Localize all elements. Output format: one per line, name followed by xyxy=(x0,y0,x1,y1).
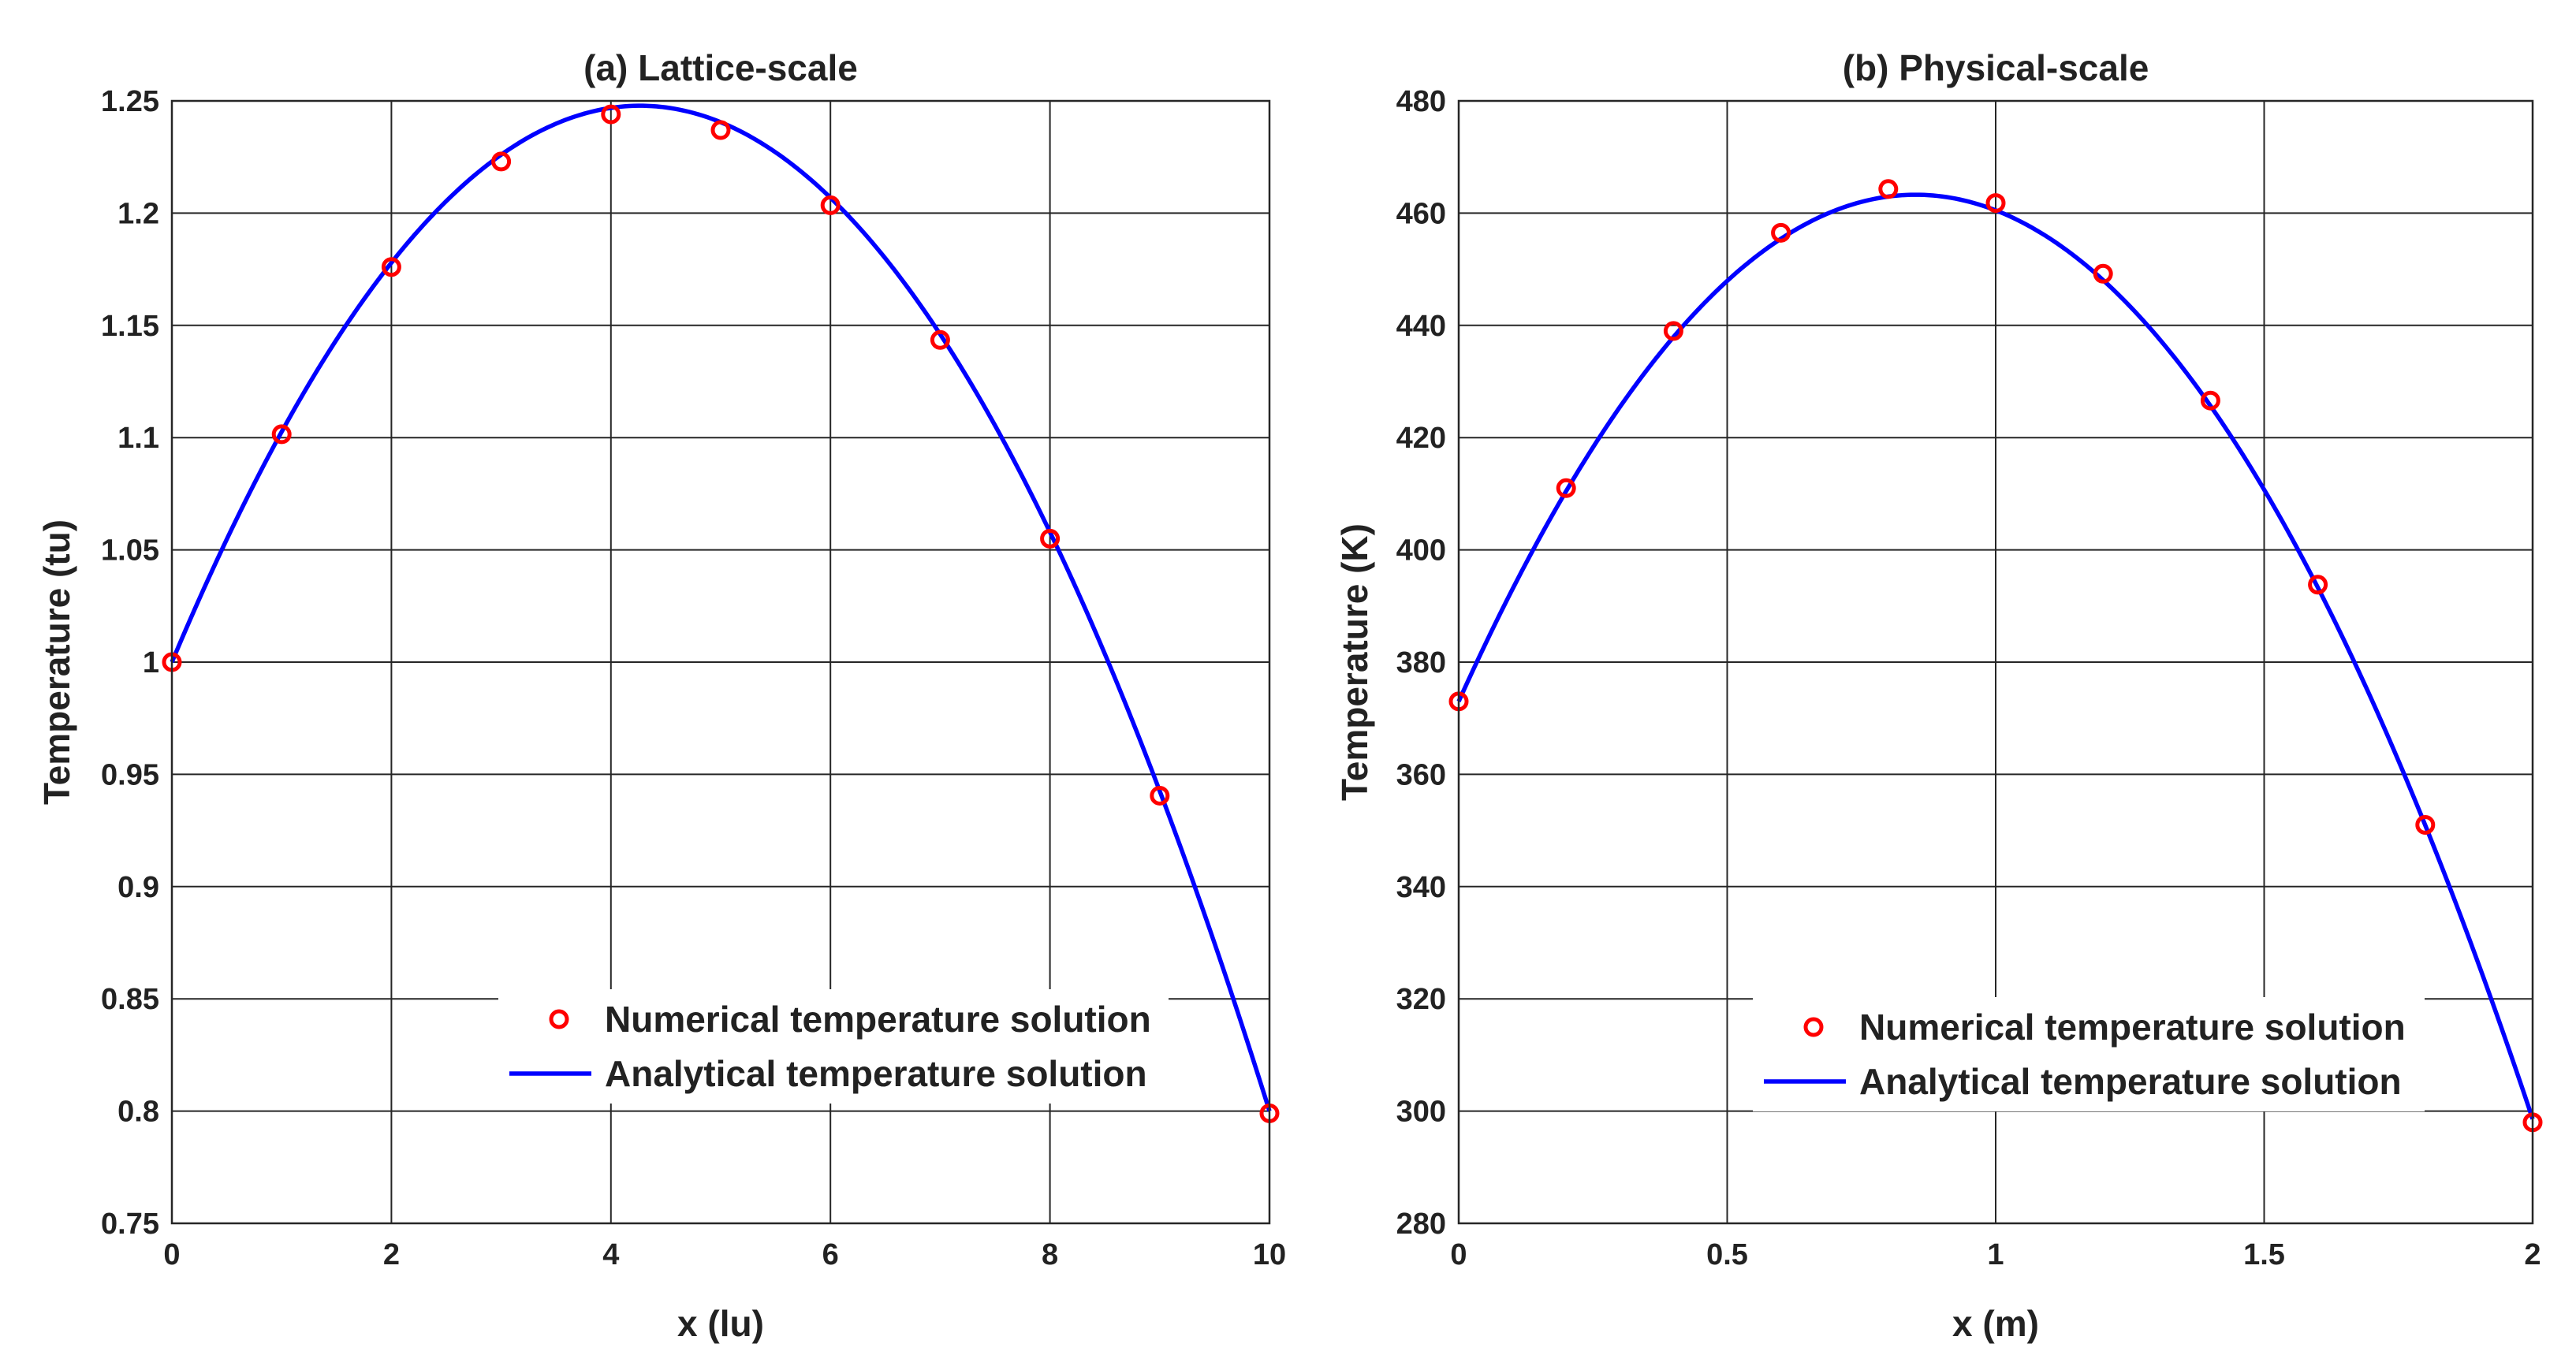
numerical-data-point xyxy=(491,151,512,172)
legend-label-numerical: Numerical temperature solution xyxy=(605,999,1151,1040)
legend-label-analytical: Analytical temperature solution xyxy=(605,1053,1147,1094)
x-axis-label: x (lu) xyxy=(677,1303,764,1344)
x-axis-label: x (m) xyxy=(1952,1303,2039,1344)
y-tick-label: 0.9 xyxy=(117,871,159,904)
x-tick-label: 2 xyxy=(383,1238,400,1271)
y-tick-label: 1 xyxy=(143,646,159,679)
numerical-data-point xyxy=(1663,321,1683,341)
numerical-data-point xyxy=(930,329,950,350)
y-tick-label: 1.05 xyxy=(101,534,159,568)
y-tick-label: 0.75 xyxy=(101,1208,159,1241)
y-tick-label: 1.1 xyxy=(117,422,159,455)
numerical-data-point xyxy=(1985,193,2006,214)
legend-label-numerical: Numerical temperature solution xyxy=(1859,1007,2406,1048)
numerical-data-point xyxy=(2200,390,2220,411)
y-tick-label: 1.2 xyxy=(117,197,159,230)
legend: Numerical temperature solution Analytical… xyxy=(1753,997,2425,1111)
numerical-data-point xyxy=(1771,222,1791,243)
legend-marker-numerical xyxy=(549,1009,569,1029)
y-tick-label: 0.85 xyxy=(101,983,159,1016)
chart-title: (b) Physical-scale xyxy=(1843,47,2149,88)
x-tick-label: 8 xyxy=(1042,1238,1058,1271)
x-tick-label: 6 xyxy=(822,1238,839,1271)
panel-physical-scale: 0 0.5 1 1.5 2 280 300 320 340 360 380 400 420 440 460 4… xyxy=(1334,47,2543,1344)
numerical-data-point xyxy=(820,195,841,215)
numerical-data-point xyxy=(2415,814,2436,835)
x-tick-label: 2 xyxy=(2524,1238,2541,1271)
y-axis-label: Temperature (K) xyxy=(1334,523,1375,801)
numerical-data-point xyxy=(1556,478,1576,498)
y-tick-label: 1.25 xyxy=(101,85,159,118)
y-axis-label: Temperature (tu) xyxy=(36,519,77,805)
y-tick-label: 460 xyxy=(1396,197,1446,230)
chart-title: (a) Lattice-scale xyxy=(583,47,858,88)
legend-box xyxy=(498,989,1169,1104)
y-tick-label: 320 xyxy=(1396,983,1446,1016)
y-tick-label: 1.15 xyxy=(101,310,159,343)
x-tick-label: 1.5 xyxy=(2243,1238,2285,1271)
y-tick-label: 380 xyxy=(1396,646,1446,679)
y-tick-label: 480 xyxy=(1396,85,1446,118)
x-tick-label: 0 xyxy=(163,1238,180,1271)
x-tick-label: 0.5 xyxy=(1706,1238,1748,1271)
numerical-data-point xyxy=(381,257,401,277)
x-tick-label: 4 xyxy=(602,1238,619,1271)
numerical-data-point xyxy=(1040,528,1061,549)
y-tick-label: 440 xyxy=(1396,310,1446,343)
numerical-data-point xyxy=(1150,785,1170,806)
x-tick-label: 1 xyxy=(1987,1238,2004,1271)
y-tick-label: 420 xyxy=(1396,422,1446,455)
y-tick-label: 400 xyxy=(1396,534,1446,568)
legend: Numerical temperature solution Analytical… xyxy=(498,989,1169,1104)
x-tick-label: 0 xyxy=(1450,1238,1467,1271)
legend-box xyxy=(1753,997,2425,1111)
legend-marker-numerical xyxy=(1803,1017,1824,1037)
numerical-data-point xyxy=(2308,575,2328,595)
x-tick-label: 10 xyxy=(1253,1238,1286,1271)
legend-label-analytical: Analytical temperature solution xyxy=(1859,1061,2402,1102)
panel-lattice-scale: 0 2 4 6 8 10 0.75 0.8 0.85 0.9 0.95 1 1.05 1.1 1.15 1.2… xyxy=(36,47,1286,1344)
y-tick-label: 280 xyxy=(1396,1208,1446,1241)
y-tick-label: 0.8 xyxy=(117,1096,159,1129)
numerical-data-point xyxy=(1878,179,1899,199)
y-tick-label: 0.95 xyxy=(101,758,159,791)
numerical-data-point xyxy=(2093,263,2113,284)
numerical-data-point xyxy=(710,120,731,140)
y-tick-label: 340 xyxy=(1396,871,1446,904)
numerical-data-point xyxy=(271,424,292,445)
axes-frame xyxy=(1457,99,2534,1225)
axes-frame xyxy=(170,99,1271,1225)
numerical-data-point xyxy=(601,104,621,125)
y-tick-label: 360 xyxy=(1396,758,1446,791)
y-tick-label: 300 xyxy=(1396,1096,1446,1129)
